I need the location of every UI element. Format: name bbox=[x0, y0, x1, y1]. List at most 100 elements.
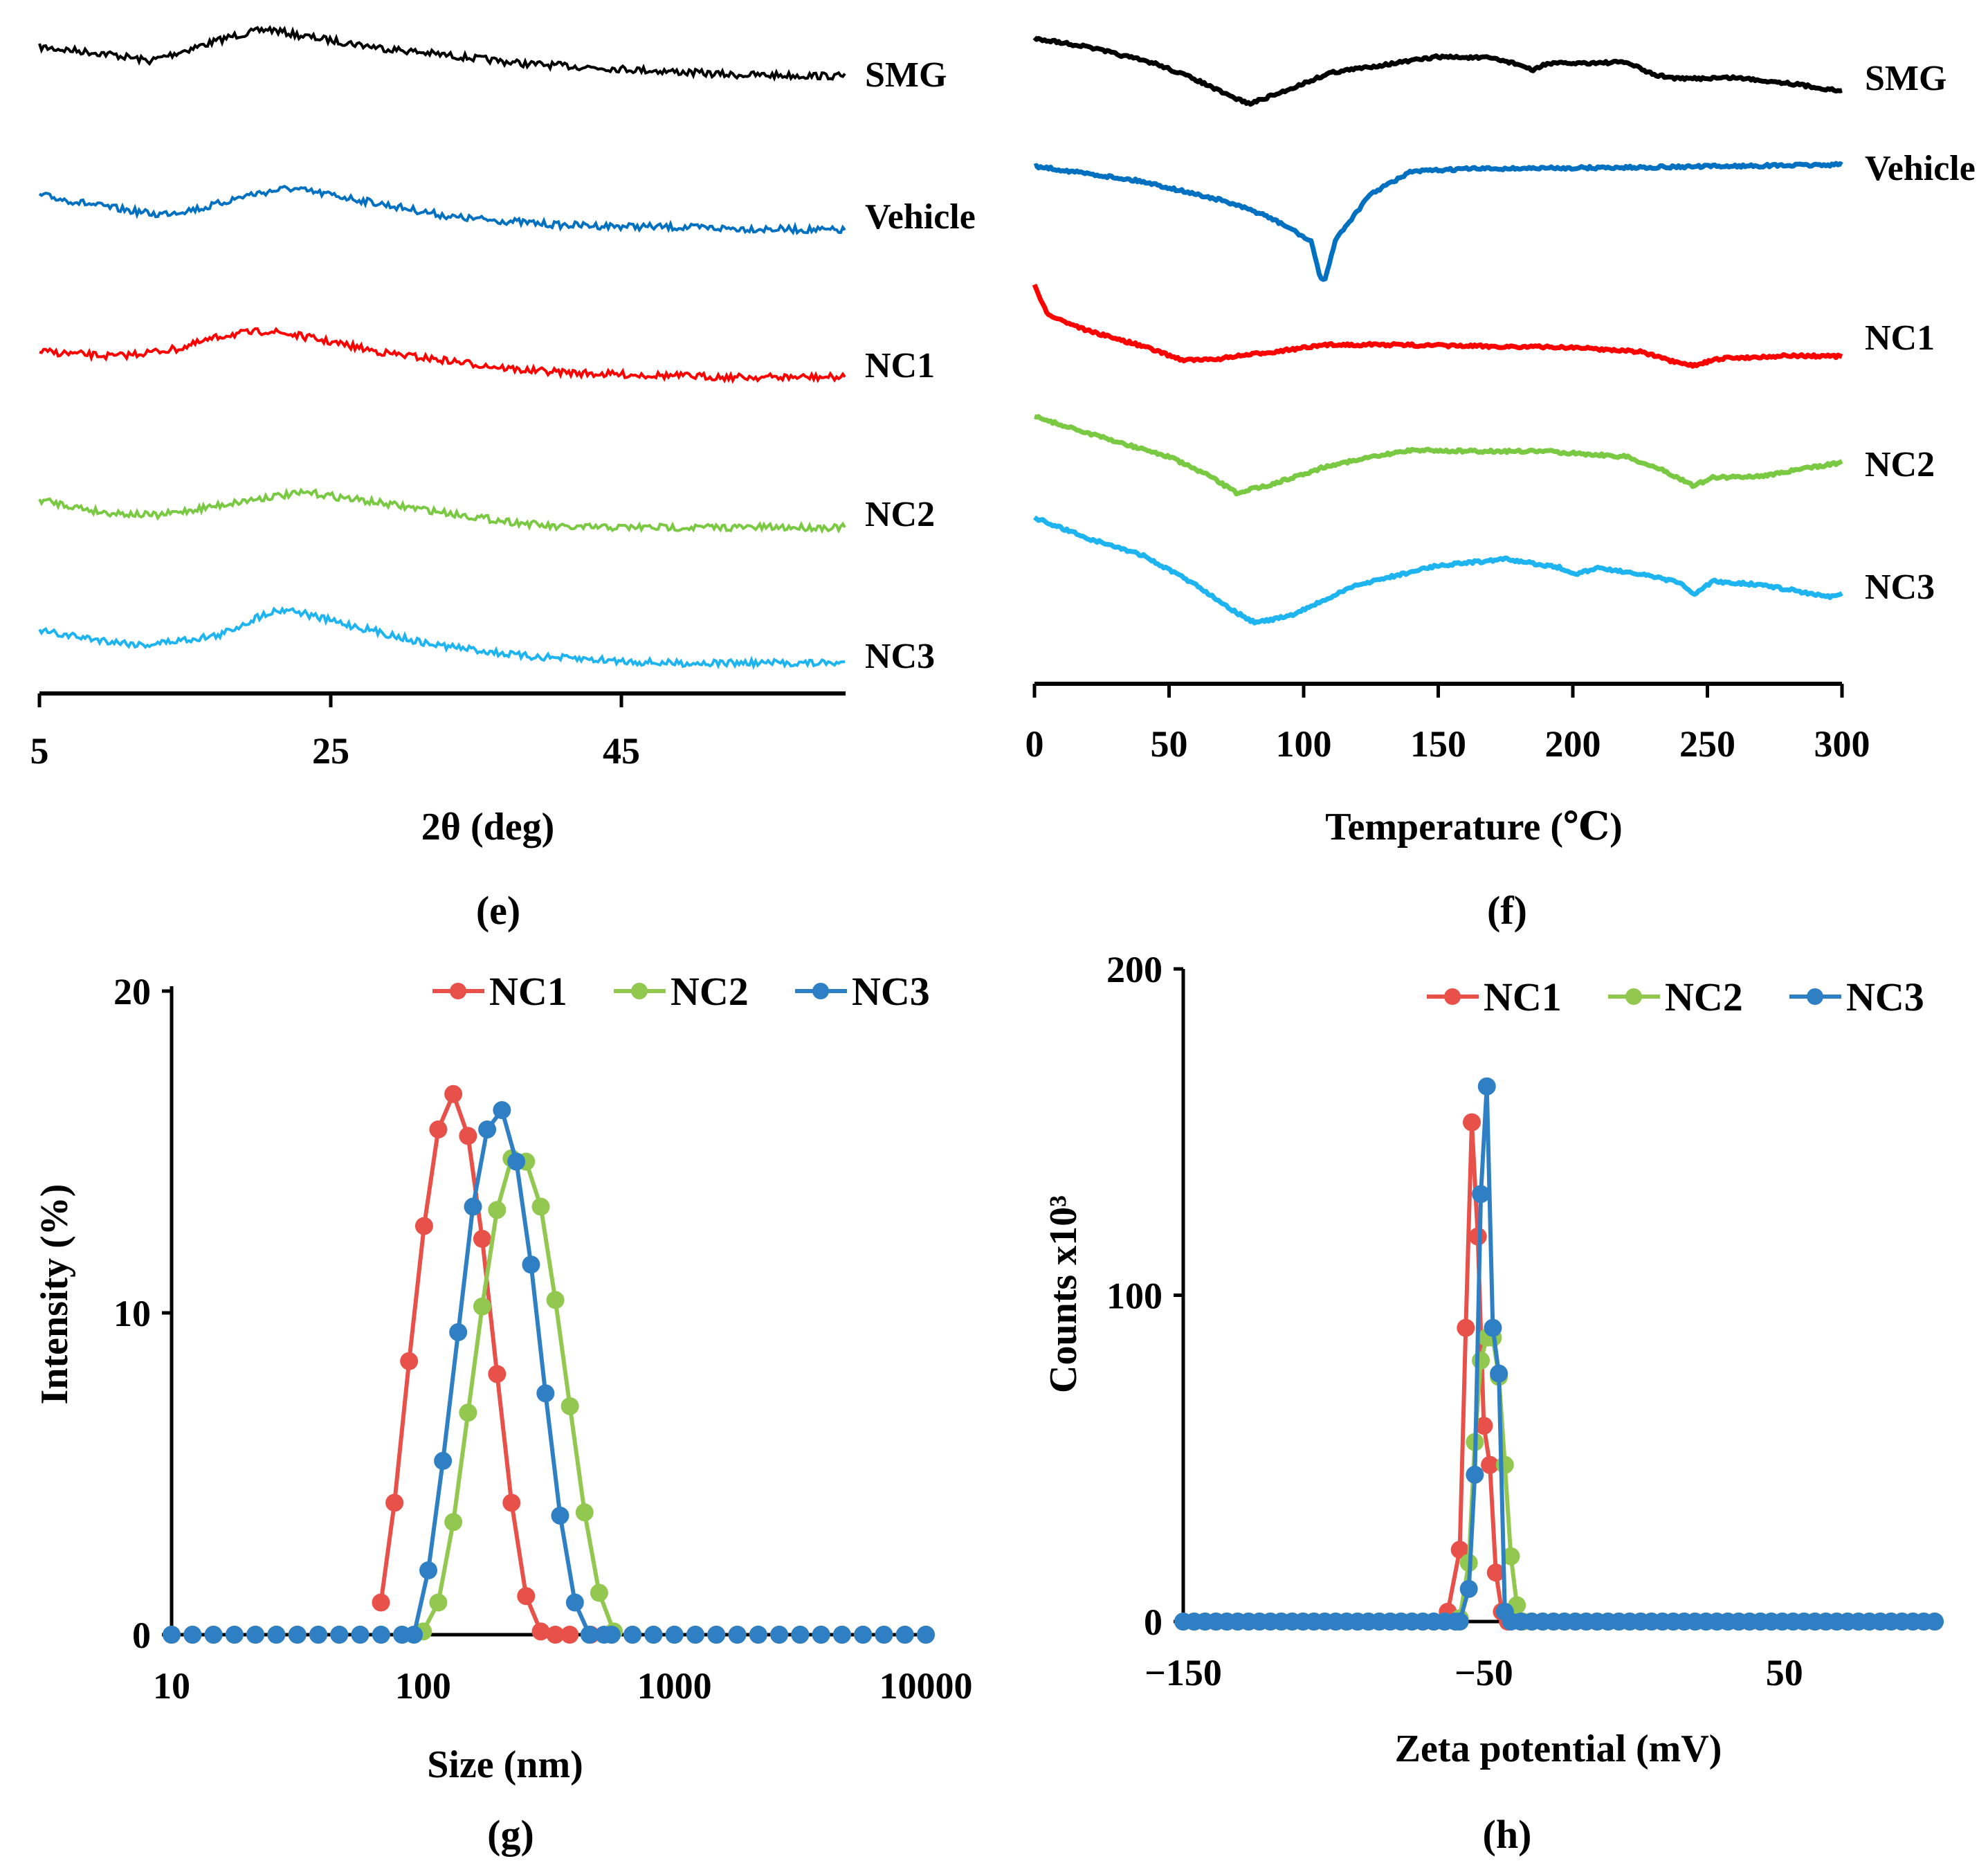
size-baseline-point bbox=[686, 1626, 704, 1644]
dsc-label-vehicle: Vehicle bbox=[1865, 149, 1976, 188]
xrd-label-nc3: NC3 bbox=[865, 637, 935, 676]
size-data-point bbox=[493, 1101, 511, 1120]
size-data-point bbox=[531, 1622, 550, 1641]
size-data-point bbox=[522, 1255, 540, 1274]
size-baseline-point bbox=[832, 1626, 851, 1644]
size-legend-nc2: NC2 bbox=[614, 969, 749, 1014]
size-baseline-point bbox=[854, 1626, 873, 1644]
zeta-data-point bbox=[1450, 1613, 1469, 1631]
zeta-data-point bbox=[1459, 1579, 1478, 1598]
dsc-tick-label: 100 bbox=[1276, 723, 1332, 765]
size-baseline-point bbox=[330, 1626, 349, 1644]
size-data-point bbox=[546, 1291, 565, 1309]
size-data-point bbox=[536, 1384, 555, 1403]
panel-e-xrd: SMG Vehicle NC1 NC2 NC3 5 25 45 2θ (deg) (e) bbox=[30, 25, 976, 933]
size-data-point bbox=[444, 1513, 463, 1532]
size-legend-marker bbox=[812, 983, 829, 999]
size-series-nc1 bbox=[163, 1084, 935, 1644]
xrd-x-ticks: 5 25 45 bbox=[30, 693, 640, 772]
size-baseline-point bbox=[351, 1626, 370, 1644]
zeta-x-tick-label: −150 bbox=[1145, 1652, 1222, 1694]
size-baseline-point bbox=[665, 1626, 684, 1644]
panel-label-e: (e) bbox=[476, 888, 520, 933]
size-y-tick-label: 20 bbox=[113, 971, 151, 1013]
dsc-curve-nc2 bbox=[1034, 414, 1843, 497]
dsc-tick-label: 250 bbox=[1679, 723, 1735, 765]
size-baseline-point bbox=[225, 1626, 244, 1644]
dsc-tick-label: 300 bbox=[1814, 723, 1870, 765]
size-x-tick-label: 10 bbox=[153, 1665, 190, 1707]
zeta-data-point bbox=[1486, 1563, 1505, 1582]
dsc-curve-nc1 bbox=[1032, 283, 1843, 369]
size-data-point bbox=[551, 1506, 569, 1525]
zeta-y-axis-title: Counts x10³ bbox=[1042, 1195, 1085, 1393]
size-series bbox=[163, 1084, 935, 1644]
size-baseline-point bbox=[288, 1626, 307, 1644]
xrd-curve-vehicle bbox=[38, 184, 846, 236]
size-data-point bbox=[473, 1230, 491, 1249]
zeta-data-point bbox=[1490, 1364, 1508, 1383]
xrd-curve-nc3 bbox=[38, 606, 846, 671]
zeta-legend-label: NC2 bbox=[1665, 974, 1743, 1019]
dsc-x-ticks: 0 50 100 150 200 250 300 bbox=[1025, 684, 1870, 765]
size-data-point bbox=[444, 1084, 463, 1103]
size-data-point bbox=[590, 1583, 608, 1602]
zeta-series-nc3 bbox=[1174, 1077, 1944, 1631]
size-data-point bbox=[502, 1494, 521, 1512]
dsc-label-smg: SMG bbox=[1865, 59, 1946, 98]
size-baseline-point bbox=[183, 1626, 202, 1644]
size-data-point bbox=[385, 1494, 404, 1512]
size-baseline-point bbox=[623, 1626, 642, 1644]
xrd-tick-label: 45 bbox=[603, 730, 640, 772]
size-y-tick-label: 10 bbox=[113, 1293, 151, 1334]
xrd-curves bbox=[38, 25, 846, 671]
dsc-series-labels: SMG Vehicle NC1 NC2 NC3 bbox=[1865, 59, 1976, 607]
dsc-tick-label: 0 bbox=[1025, 723, 1044, 765]
zeta-baseline-point bbox=[1926, 1613, 1944, 1631]
size-data-point bbox=[517, 1587, 536, 1606]
zeta-data-point bbox=[1468, 1227, 1487, 1246]
dsc-x-axis-title: Temperature (℃) bbox=[1325, 806, 1622, 848]
size-data-point bbox=[488, 1201, 507, 1219]
size-data-point bbox=[429, 1120, 448, 1138]
zeta-legend-marker bbox=[1625, 988, 1642, 1005]
size-baseline-point bbox=[644, 1626, 663, 1644]
dsc-curve-smg bbox=[1032, 35, 1843, 107]
zeta-series-nc1 bbox=[1174, 1113, 1944, 1631]
size-line-nc3 bbox=[412, 1105, 604, 1637]
zeta-y-tick-label: 200 bbox=[1106, 949, 1162, 990]
size-data-point bbox=[575, 1503, 594, 1522]
size-legend-nc1: NC1 bbox=[432, 969, 567, 1014]
size-data-point bbox=[372, 1593, 390, 1612]
size-data-point bbox=[434, 1451, 453, 1470]
size-baseline-point bbox=[812, 1626, 830, 1644]
dsc-label-nc2: NC2 bbox=[1865, 445, 1935, 484]
size-legend: NC1 NC2 NC3 bbox=[432, 969, 930, 1014]
dsc-label-nc3: NC3 bbox=[1865, 568, 1935, 607]
size-baseline-point bbox=[895, 1626, 914, 1644]
zeta-y-tick-label: 100 bbox=[1106, 1276, 1162, 1317]
size-y-axis-title: Intensity (%) bbox=[33, 1184, 76, 1405]
size-data-point bbox=[449, 1323, 468, 1341]
zeta-legend-nc3: NC3 bbox=[1789, 974, 1924, 1019]
zeta-legend-nc1: NC1 bbox=[1427, 974, 1562, 1019]
size-baseline-point bbox=[707, 1626, 726, 1644]
zeta-legend-marker bbox=[1444, 988, 1461, 1005]
dsc-curve-nc3 bbox=[1032, 515, 1843, 626]
size-legend-label: NC3 bbox=[852, 969, 930, 1014]
zeta-data-point bbox=[1475, 1417, 1493, 1435]
size-legend-nc3: NC3 bbox=[795, 969, 930, 1014]
zeta-data-point bbox=[1502, 1613, 1520, 1631]
dsc-tick-label: 50 bbox=[1151, 723, 1188, 765]
size-baseline-point bbox=[246, 1626, 265, 1644]
size-baseline-point bbox=[309, 1626, 327, 1644]
size-data-point bbox=[473, 1297, 491, 1316]
size-data-point bbox=[459, 1127, 477, 1145]
size-x-tick-label: 100 bbox=[395, 1665, 451, 1707]
zeta-legend-marker bbox=[1807, 988, 1823, 1005]
zeta-series-nc2 bbox=[1174, 1328, 1944, 1631]
size-data-point bbox=[478, 1120, 497, 1138]
xrd-tick-label: 25 bbox=[312, 730, 349, 772]
zeta-data-point bbox=[1472, 1351, 1490, 1370]
